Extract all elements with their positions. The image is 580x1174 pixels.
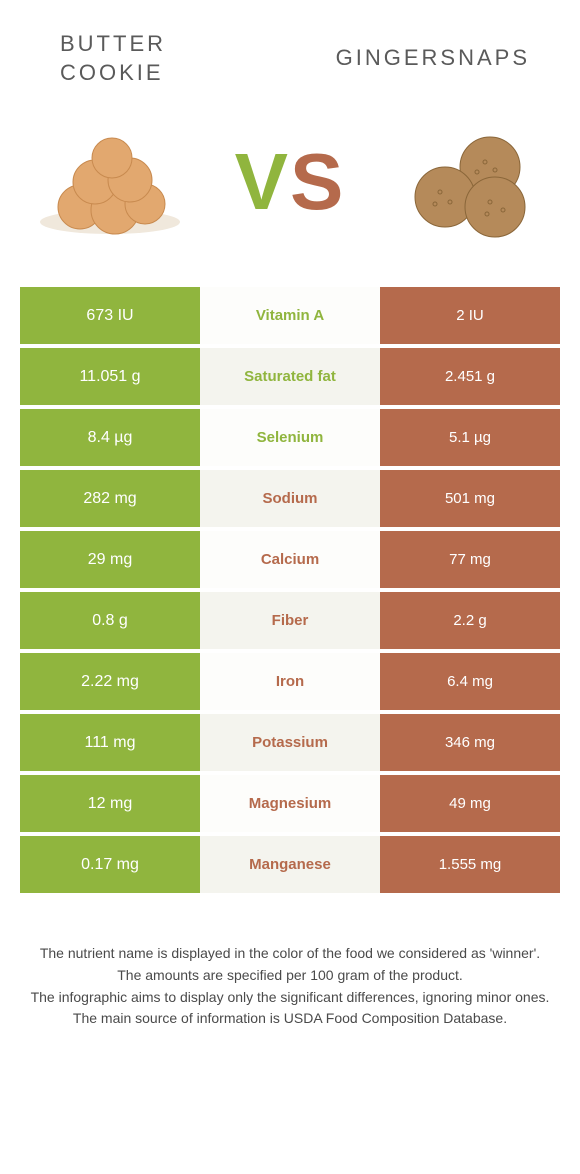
nutrient-name: Saturated fat [200,348,380,405]
right-value: 6.4 mg [380,653,560,710]
right-value: 2 IU [380,287,560,344]
right-value: 501 mg [380,470,560,527]
vs-s: S [290,137,345,226]
right-value: 2.2 g [380,592,560,649]
footer-line-4: The main source of information is USDA F… [30,1008,550,1030]
nutrient-name: Fiber [200,592,380,649]
left-value: 673 IU [20,287,200,344]
vs-row: VS [0,107,580,287]
nutrient-row: 11.051 gSaturated fat2.451 g [20,348,560,405]
nutrient-name: Calcium [200,531,380,588]
nutrient-row: 673 IUVitamin A2 IU [20,287,560,344]
right-value: 77 mg [380,531,560,588]
nutrient-row: 0.8 gFiber2.2 g [20,592,560,649]
vs-v: V [235,137,290,226]
nutrient-name: Selenium [200,409,380,466]
left-value: 0.8 g [20,592,200,649]
nutrient-name: Iron [200,653,380,710]
left-value: 29 mg [20,531,200,588]
footer-notes: The nutrient name is displayed in the co… [0,943,580,1030]
left-value: 111 mg [20,714,200,771]
nutrient-name: Manganese [200,836,380,893]
right-food-title: GINGERSNAPS [295,44,540,73]
right-value: 49 mg [380,775,560,832]
nutrient-name: Potassium [200,714,380,771]
nutrient-table: 673 IUVitamin A2 IU11.051 gSaturated fat… [20,287,560,893]
left-value: 0.17 mg [20,836,200,893]
nutrient-row: 29 mgCalcium77 mg [20,531,560,588]
nutrient-row: 0.17 mgManganese1.555 mg [20,836,560,893]
right-value: 346 mg [380,714,560,771]
nutrient-row: 282 mgSodium501 mg [20,470,560,527]
right-value: 1.555 mg [380,836,560,893]
left-food-title: BUTTER COOKIE [40,30,295,87]
butter-cookie-image [30,112,190,252]
footer-line-2: The amounts are specified per 100 gram o… [30,965,550,987]
left-value: 11.051 g [20,348,200,405]
nutrient-row: 8.4 µgSelenium5.1 µg [20,409,560,466]
nutrient-name: Sodium [200,470,380,527]
right-value: 5.1 µg [380,409,560,466]
nutrient-row: 111 mgPotassium346 mg [20,714,560,771]
footer-line-1: The nutrient name is displayed in the co… [30,943,550,965]
vs-label: VS [235,136,346,228]
gingersnap-image [390,112,550,252]
left-value: 2.22 mg [20,653,200,710]
right-value: 2.451 g [380,348,560,405]
left-value: 282 mg [20,470,200,527]
nutrient-row: 12 mgMagnesium49 mg [20,775,560,832]
header: BUTTER COOKIE GINGERSNAPS [0,0,580,107]
nutrient-name: Vitamin A [200,287,380,344]
nutrient-row: 2.22 mgIron6.4 mg [20,653,560,710]
footer-line-3: The infographic aims to display only the… [30,987,550,1009]
nutrient-name: Magnesium [200,775,380,832]
left-value: 12 mg [20,775,200,832]
left-value: 8.4 µg [20,409,200,466]
